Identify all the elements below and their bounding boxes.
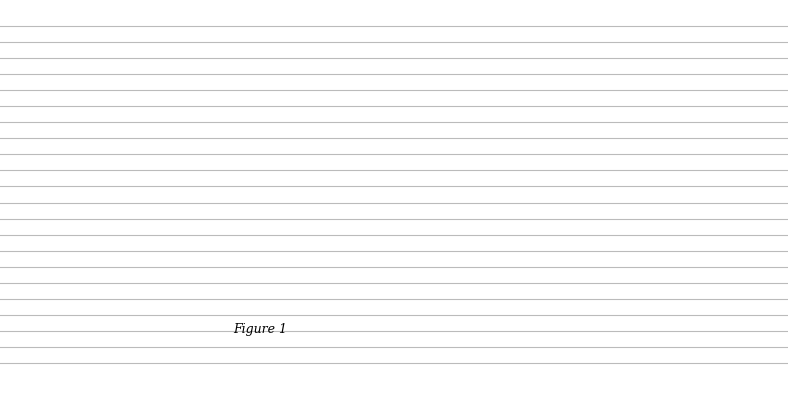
- Text: Figure 1: Figure 1: [233, 323, 287, 336]
- Text: $x = \dfrac{y^2}{4}$: $x = \dfrac{y^2}{4}$: [215, 196, 255, 229]
- Text: 0: 0: [189, 292, 198, 306]
- Text: $(1, 2)$: $(1, 2)$: [306, 152, 339, 167]
- Text: y-axis as shown in Figure 1.: y-axis as shown in Figure 1.: [24, 60, 210, 73]
- Text: the Shaded  region about the  line x-axis using Washer Method.: the Shaded region about the line x-axis …: [24, 369, 669, 387]
- Text: $y = 2$: $y = 2$: [210, 132, 241, 148]
- Text: Consider the shaded region bounded by the curve  $x = \dfrac{y^2}{4}$,  the stra: Consider the shaded region bounded by th…: [24, 8, 604, 41]
- Text: Find the volume  of  the Solid generated by  revolving: Find the volume of the Solid generated b…: [24, 331, 571, 349]
- Text: $y$: $y$: [208, 93, 219, 109]
- Text: $x$: $x$: [328, 292, 340, 306]
